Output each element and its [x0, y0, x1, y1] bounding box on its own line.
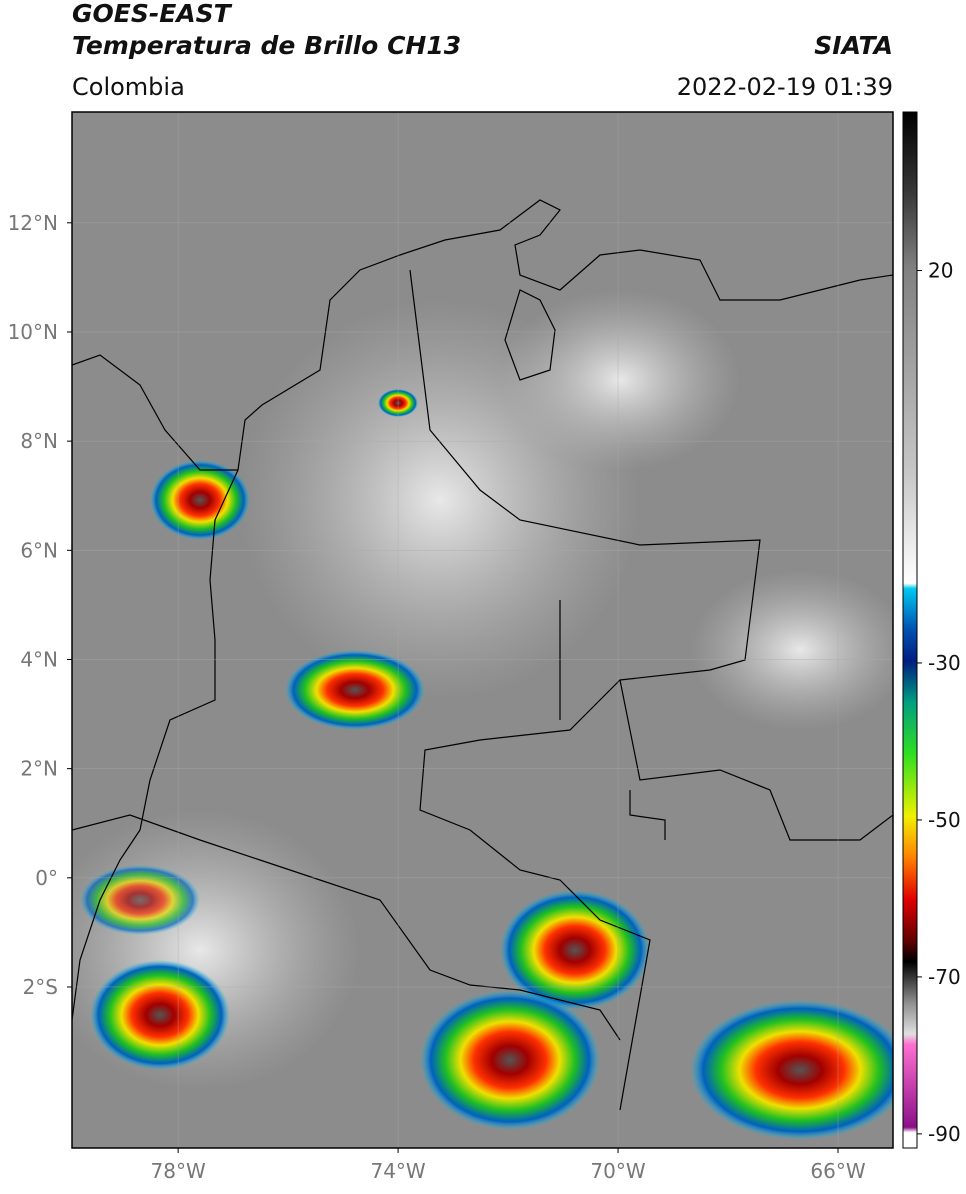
agency-title: SIATA	[814, 31, 893, 60]
colorbar-tick-label: -30	[928, 651, 961, 675]
border-line	[559, 600, 893, 841]
y-tick-label: 2°S	[23, 975, 58, 999]
colorbar-tick-label: 20	[928, 259, 953, 283]
y-tick-label: 6°N	[20, 538, 58, 562]
y-tick-label: 2°N	[20, 757, 58, 781]
graticule	[72, 112, 893, 1148]
border-line	[72, 814, 621, 1041]
colorbar-tick-label: -90	[928, 1122, 961, 1146]
y-tick-label: 4°N	[20, 647, 58, 671]
storm	[500, 890, 650, 1010]
satellite-title: GOES-EAST	[72, 0, 233, 28]
y-tick-label: 12°N	[8, 211, 58, 235]
product-title: Temperatura de Brillo CH13	[72, 31, 461, 60]
storm	[80, 865, 200, 935]
storm	[285, 650, 425, 730]
datetime-label: 2022-02-19 01:39	[677, 73, 893, 101]
satellite-image	[72, 112, 893, 1148]
storm	[420, 990, 600, 1130]
x-tick-label: 66°W	[810, 1159, 865, 1183]
y-tick-label: 10°N	[8, 320, 58, 344]
cloud	[690, 570, 893, 730]
border-line	[409, 269, 761, 1111]
y-tick-label: 8°N	[20, 429, 58, 453]
coastline	[72, 469, 239, 1021]
x-tick-label: 70°W	[590, 1159, 645, 1183]
y-tick-label: 0°	[35, 866, 58, 890]
x-tick-label: 78°W	[151, 1159, 206, 1183]
colorbar-tick-label: -70	[928, 965, 961, 989]
storm	[690, 1000, 893, 1140]
x-tick-label: 74°W	[370, 1159, 425, 1183]
storm	[90, 960, 230, 1070]
coastline	[72, 199, 893, 471]
lake	[504, 289, 556, 381]
cloud	[500, 290, 740, 470]
region-label: Colombia	[72, 73, 185, 101]
storm	[150, 460, 250, 540]
colorbar-tick-label: -50	[928, 808, 961, 832]
map-frame	[71, 111, 894, 1149]
borders	[72, 199, 893, 1111]
colorbar	[902, 111, 918, 1149]
